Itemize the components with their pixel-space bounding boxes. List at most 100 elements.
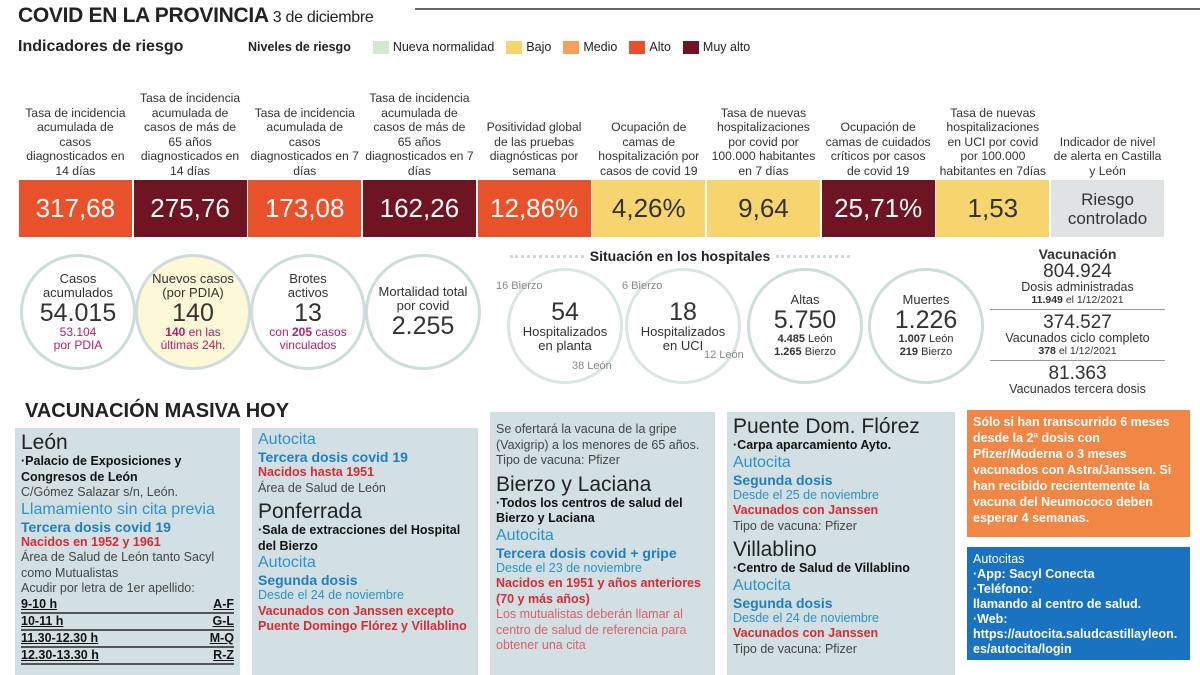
- panel-autocita-ponferrada: Autocita Tercera dosis covid 19 Nacidos ha…: [252, 428, 478, 675]
- panel-line: Vacunados con Janssen: [733, 503, 879, 517]
- indicator-value: 12,86%: [477, 180, 591, 237]
- value: 13: [294, 299, 322, 327]
- divider: [990, 360, 1165, 361]
- value: 2.255: [391, 312, 455, 340]
- schedule-time: 11.30-12.30 h: [21, 630, 99, 645]
- panel-line: Segunda dosis: [258, 572, 358, 588]
- legend-item-label: Muy alto: [702, 40, 751, 54]
- panel-line: ·Todos los centros de salud del Bierzo y…: [496, 495, 683, 526]
- panel-line: ·Centro de Salud de Villablino: [733, 561, 910, 575]
- legend-item-label: Bajo: [526, 40, 552, 54]
- panel-line: C/Gómez Salazar s/n, León.: [21, 485, 179, 499]
- legend-item-label: Nueva normalidad: [392, 40, 495, 54]
- schedule-letters: R-Z: [213, 647, 234, 662]
- stat-mortalidad: Mortalidad total por covid 2.255: [365, 254, 481, 370]
- stat-brotes: Brotes activos 13 con 205 casos vinculad…: [250, 254, 366, 370]
- panel-bierzo-laciana: Se ofertará la vacuna de la gripe (Vaxig…: [490, 412, 715, 675]
- panel-line: Autocita: [496, 526, 554, 544]
- indicator-label: Tasa de incidencia acumulada de casos di…: [25, 105, 126, 178]
- sub-num: 53.104: [59, 325, 97, 339]
- dosis-day-num: 11.949: [1031, 294, 1063, 306]
- indicator: Tasa de incidencia acumulada de casos de…: [133, 60, 248, 237]
- panel-line: Tercera dosis covid 19: [258, 449, 408, 465]
- dosis-label: Dosis administradas: [1021, 280, 1134, 294]
- leon-num: 1.007: [898, 333, 926, 345]
- indicator-value: 317,68: [18, 180, 132, 237]
- label: Casos acumulados: [42, 271, 114, 300]
- leon-label: León: [808, 333, 833, 345]
- value: 54: [551, 298, 579, 326]
- indicator-value: 1,53: [936, 180, 1050, 237]
- sub: por PDIA: [53, 338, 103, 352]
- panel-line: Autocita: [733, 453, 791, 471]
- bierzo-num: 1.265: [774, 346, 802, 358]
- date: 3 de diciembre: [272, 9, 374, 26]
- sub: en las últimas 24h.: [160, 325, 226, 352]
- indicator: Ocupación de camas de hospitalización po…: [591, 60, 706, 237]
- indicator: Tasa de nuevas hospitalizaciones en UCI …: [936, 60, 1051, 237]
- sub-num: 140: [165, 325, 186, 339]
- vaccination-summary: Vacunación 804.924 Dosis administradas 1…: [990, 246, 1165, 396]
- indicator-label: Ocupación de camas de cuidados críticos …: [825, 120, 931, 178]
- vaccination-title: Vacunación: [1038, 246, 1117, 262]
- indicator-label: Tasa de nuevas hospitalizaciones en UCI …: [939, 105, 1047, 178]
- indicator: Indicador de nivel de alerta en Castilla…: [1050, 60, 1165, 237]
- legend-label: Niveles de riesgo: [248, 40, 351, 54]
- legend-swatch: [563, 40, 580, 54]
- panel-line: Ponferrada: [258, 500, 362, 523]
- panel-line: Puente Dom. Flórez: [733, 415, 920, 438]
- uci-bierzo: 6 Bierzo: [622, 280, 663, 292]
- panel-line: Vacunados con Janssen excepto Puente Dom…: [258, 603, 467, 634]
- divider: [990, 309, 1165, 310]
- sub: casos vinculados: [279, 325, 347, 352]
- panel-line: Nacidos en 1952 y 1961: [21, 534, 161, 549]
- panel-line: Se ofertará la vacuna de la gripe (Vaxig…: [496, 422, 700, 467]
- panel-line: Tercera dosis covid 19: [21, 518, 171, 535]
- indicator: Positividad global de las pruebas diagnó…: [477, 60, 592, 237]
- panel-line: Villablino: [733, 538, 817, 561]
- label: Hospitalizados en UCI: [640, 324, 726, 353]
- autocitas-phone: ·Teléfono:: [973, 582, 1033, 596]
- bierzo-label: Bierzo: [921, 346, 953, 358]
- panel-line: ·Carpa aparcamiento Ayto.: [733, 438, 892, 452]
- panel-line: Desde el 24 de noviembre: [258, 588, 404, 602]
- value: 1.226: [894, 306, 958, 334]
- panel-line: Autocita: [258, 431, 316, 448]
- legend-swatch: [372, 40, 389, 54]
- sub-pre: con: [269, 325, 289, 339]
- planta-leon: 38 León: [572, 360, 612, 372]
- leon-label: León: [929, 333, 954, 345]
- dosis-day: el 1/12/2021: [1065, 294, 1124, 306]
- tercera-value: 81.363: [1048, 363, 1107, 384]
- completo-day-num: 378: [1038, 345, 1056, 357]
- value: 18: [669, 298, 697, 326]
- label: Brotes activos: [287, 271, 329, 300]
- panel-line: Área de Salud de León: [258, 480, 386, 495]
- indicator-value: 162,26: [362, 180, 476, 237]
- indicator-label: Tasa de incidencia acumulada de casos de…: [139, 91, 241, 178]
- planta-bierzo: 16 Bierzo: [496, 280, 543, 292]
- risk-legend: Niveles de riesgo Nueva normalidad Bajo Med…: [248, 40, 750, 54]
- indicator-value: 173,08: [248, 180, 362, 237]
- sub-num: 205: [291, 325, 313, 339]
- panel-line: Nacidos en 1951 y años anteriores (70 y …: [496, 576, 701, 606]
- legend-swatch: [506, 40, 523, 54]
- panel-leon: León ·Palacio de Exposiciones y Congresos…: [15, 428, 240, 675]
- autocitas-app: ·App: Sacyl Conecta: [973, 567, 1095, 581]
- panel-line: Vacunados con Janssen: [733, 626, 879, 640]
- stat-planta: 54 Hospitalizados en planta: [507, 268, 623, 384]
- indicators-title: Indicadores de riesgo: [18, 38, 184, 55]
- page-title: COVID EN LA PROVINCIA 3 de diciembre: [18, 4, 374, 28]
- stat-muertes: Muertes 1.226 1.007 León 219 Bierzo: [868, 268, 984, 384]
- indicator: Tasa de incidencia acumulada de casos di…: [247, 60, 362, 237]
- schedule-row: 12.30-13.30 h R-Z: [21, 648, 234, 665]
- mass-vaccination-title: VACUNACIÓN MASIVA HOY: [25, 400, 290, 422]
- panel-line: León: [21, 431, 68, 454]
- indicator-columns: Tasa de incidencia acumulada de casos di…: [18, 60, 1165, 237]
- indicator-value: 25,71%: [821, 180, 935, 237]
- value: 54.015: [39, 299, 117, 327]
- value: 140: [172, 299, 214, 327]
- autocitas-url[interactable]: https://autocita.saludcastillayleon.es/a…: [973, 627, 1178, 656]
- third-dose-note: Sólo si han transcurrido 6 meses desde l…: [967, 410, 1190, 537]
- uci-leon: 12 León: [704, 349, 744, 361]
